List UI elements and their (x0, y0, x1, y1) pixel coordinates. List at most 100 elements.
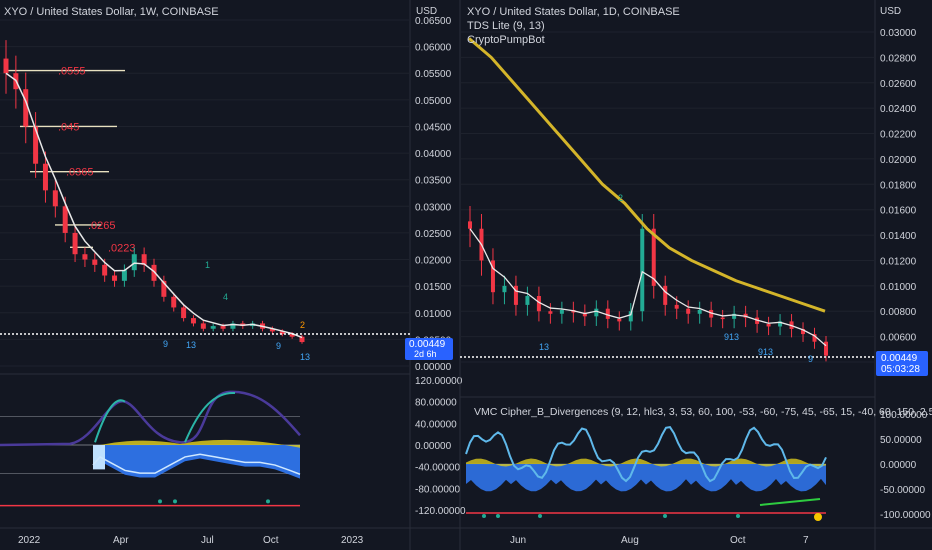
candle-body (82, 254, 88, 260)
candle-body (102, 264, 108, 276)
osc-tick: -100.00000 (880, 510, 931, 521)
osc-tick: -80.00000 (415, 484, 460, 495)
right-pane[interactable]: 2 13 913 913 9 XYO / United States Dollar, 1… (459, 0, 932, 550)
indicator-cryptopumpbot[interactable]: CryptoPumpBot (467, 34, 545, 46)
candle-body (131, 254, 137, 271)
candle-body (824, 341, 828, 356)
price-tick: 0.06000 (415, 43, 452, 54)
right-oscillator-axis[interactable]: 100.00000 50.00000 0.00000 -50.00000 -100.00… (880, 410, 931, 521)
td-count: 13 (186, 340, 196, 350)
left-price-tag-countdown: 2d 6h (414, 349, 437, 359)
candle-body (732, 313, 737, 319)
candle-body (112, 275, 118, 281)
left-pane[interactable]: .0555 .045 .0365 .0265 .0223 1 4 9 13 9 13 2 XYO /… (0, 0, 466, 550)
osc-tick: -120.00000 (415, 506, 466, 517)
td-sequential-counts: 1 4 9 13 9 13 2 (163, 260, 310, 362)
candle-body (289, 334, 295, 337)
osc-tick: 80.00000 (415, 398, 457, 409)
candle-body (801, 329, 806, 335)
left-price-tag (405, 338, 453, 360)
candle-body (220, 326, 226, 329)
right-ema-line (469, 228, 827, 347)
right-price-tag (876, 351, 928, 376)
td-count: 9 (808, 354, 813, 364)
left-price-axis[interactable]: 0.06500 0.06000 0.05500 0.05000 0.04500 0.040… (415, 16, 452, 373)
vmc-cipher-b-oscillator (465, 426, 827, 521)
osc-tick: 0.00000 (880, 460, 917, 471)
buy-signal-dot (814, 513, 822, 521)
candle-body (279, 331, 285, 335)
candle-body (605, 308, 610, 319)
candle-body (548, 311, 553, 314)
price-tick: 0.01400 (880, 231, 917, 242)
price-tick: 0.00000 (415, 362, 452, 373)
indicator-tds-lite[interactable]: TDS Lite (9, 13) (467, 20, 545, 32)
price-tick: 0.02500 (415, 229, 452, 240)
osc-tick: 120.00000 (415, 376, 463, 387)
vmc-wavetrend-line (465, 426, 827, 483)
candle-body (200, 323, 206, 329)
td-count: 9 (276, 341, 281, 351)
left-oscillator-axis[interactable]: 120.00000 80.00000 40.00000 0.00000 -40.0000… (415, 376, 466, 517)
td-count: 913 (724, 332, 739, 342)
left-time-axis[interactable]: 2022 Apr Jul Oct 2023 (18, 535, 364, 546)
osc-tick: 40.00000 (415, 419, 457, 430)
price-tick: 0.05000 (415, 96, 452, 107)
td-count: 913 (758, 347, 773, 357)
price-tick: 0.01800 (880, 180, 917, 191)
ma200-line (468, 37, 826, 313)
candle-body (640, 228, 645, 312)
candle-body (651, 228, 656, 286)
left-price-tag-value: 0.00449 (409, 339, 446, 350)
level-label: .0555 (58, 66, 86, 78)
vmc-money-flow (466, 458, 826, 467)
candle-body (594, 308, 599, 317)
td-count: 13 (539, 342, 549, 352)
vmc-indicator-title[interactable]: VMC Cipher_B_Divergences (9, 12, hlc3, 3… (474, 406, 932, 418)
candle-body (181, 307, 187, 319)
candle-body (720, 317, 725, 320)
candle-body (755, 317, 760, 324)
money-flow-area (100, 439, 300, 448)
left-wavetrend-oscillator (0, 390, 301, 507)
osc-tick: -50.00000 (880, 485, 925, 496)
osc-signal-dot (736, 514, 740, 518)
price-tick: 0.06500 (415, 16, 452, 27)
td-count: 13 (300, 352, 310, 362)
osc-tick: 50.00000 (880, 435, 922, 446)
candle-body (502, 285, 507, 293)
candle-body (536, 296, 541, 312)
right-price-tag-value: 0.00449 (881, 353, 918, 364)
candle-body (812, 334, 817, 342)
candle-body (468, 221, 472, 229)
osc-signal-dot (158, 499, 162, 504)
candle-body (674, 304, 679, 309)
price-tick: 0.05500 (415, 69, 452, 80)
time-tick: Oct (730, 535, 746, 546)
price-tick: 0.03000 (415, 202, 452, 213)
price-tick: 0.03000 (880, 28, 917, 39)
price-tick: 0.02200 (880, 130, 917, 141)
candle-body (161, 280, 167, 297)
candle-body (269, 328, 275, 332)
candle-body (52, 190, 58, 207)
left-chart-title: XYO / United States Dollar, 1W, COINBASE (4, 6, 219, 18)
price-tick: 0.01000 (415, 309, 452, 320)
osc-signal-dot (496, 514, 500, 518)
osc-wave-edge (92, 453, 301, 475)
vmc-wave-area (466, 464, 826, 492)
candle-body (617, 318, 622, 322)
candle-body (686, 308, 691, 314)
candle-body (62, 206, 68, 233)
candle-body (513, 285, 518, 305)
candle-body (697, 309, 702, 314)
osc-tick: -40.00000 (415, 463, 460, 474)
candle-body (559, 309, 564, 314)
right-time-axis[interactable]: Jun Aug Oct 7 (510, 535, 809, 546)
price-tick: 0.00600 (880, 333, 917, 344)
price-tick: 0.02800 (880, 53, 917, 64)
right-price-tag-countdown: 05:03:28 (881, 364, 920, 375)
candle-body (766, 323, 771, 327)
time-tick: Oct (263, 535, 279, 546)
